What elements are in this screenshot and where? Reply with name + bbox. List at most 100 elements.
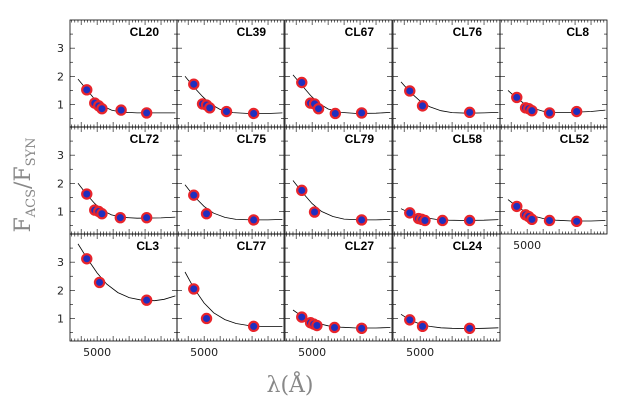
data-point: [296, 184, 308, 197]
data-point: [140, 211, 153, 224]
y-tick-label: 3: [57, 42, 64, 55]
y-tick-label: 3: [57, 256, 64, 269]
panel-cl3: 1 2 3 CL3: [57, 233, 178, 342]
fit-curve: [77, 243, 176, 302]
fit-curve: [184, 184, 283, 221]
data-point: [404, 207, 416, 219]
y-tick-label: 1: [57, 205, 64, 218]
panel-name: CL39: [237, 25, 267, 39]
data-point: [543, 107, 556, 119]
x-tick-label: 5000: [406, 346, 434, 359]
panel-name: CL75: [237, 132, 267, 146]
data-point: [416, 100, 429, 112]
panel-frame: [69, 233, 178, 342]
fit-curve: [184, 76, 283, 114]
y-tick-label: 1: [57, 98, 64, 111]
panel-cl77: CL77: [176, 233, 285, 342]
data-point: [328, 321, 341, 334]
data-point: [543, 214, 556, 227]
fit-curve: [292, 74, 391, 114]
data-point: [511, 91, 523, 104]
x-tick-label: 5000: [513, 239, 541, 252]
panel-frame: [176, 126, 285, 235]
panel-name: CL79: [345, 132, 375, 146]
data-point: [93, 276, 106, 289]
data-point: [436, 214, 449, 227]
data-point: [526, 213, 538, 226]
data-point: [140, 107, 153, 119]
y-tick-label: 3: [57, 149, 64, 162]
y-tick-label: 1: [57, 312, 64, 325]
data-point: [81, 188, 93, 200]
y-tick-label: 2: [57, 177, 64, 190]
data-point: [114, 211, 127, 224]
panel-cl52: CL52: [499, 126, 608, 235]
data-point: [416, 320, 429, 333]
panel-cl24: CL24: [392, 233, 501, 342]
panel-frame: [499, 126, 608, 235]
panel-name: CL52: [560, 132, 590, 146]
data-point: [200, 312, 213, 325]
fit-curve: [292, 180, 391, 221]
fit-curve: [184, 271, 283, 328]
fit-curve: [400, 313, 499, 330]
data-point: [188, 78, 200, 90]
data-point: [404, 314, 416, 326]
data-point: [247, 107, 260, 120]
data-point: [81, 253, 93, 265]
panel-frame: [176, 233, 285, 342]
data-point: [355, 214, 368, 226]
data-point: [247, 214, 260, 226]
panel-frame: [392, 233, 501, 342]
data-point: [312, 102, 325, 115]
data-point: [296, 76, 308, 89]
data-point: [204, 102, 216, 114]
data-point: [247, 320, 260, 333]
y-axis-title: FACS/FSYN: [11, 137, 39, 232]
data-point: [463, 106, 476, 119]
x-axis-title: λ(Å): [267, 370, 314, 398]
panel-name: CL76: [453, 25, 483, 39]
panel-cl72: 1 2 3 CL72: [57, 126, 178, 235]
data-point: [311, 319, 323, 332]
panel-name: CL24: [453, 239, 483, 253]
panel-name: CL8: [566, 25, 589, 39]
panel-frame: [284, 233, 393, 342]
data-point: [329, 107, 342, 120]
data-point: [96, 208, 108, 220]
data-point: [188, 189, 200, 201]
panel-name: CL20: [130, 25, 160, 39]
data-point: [115, 104, 127, 116]
data-point: [308, 206, 321, 218]
data-point: [355, 107, 368, 119]
data-point: [570, 105, 583, 118]
fit-curve: [400, 81, 499, 114]
panel-name: CL58: [453, 132, 483, 146]
data-point: [140, 294, 153, 306]
data-point: [419, 214, 431, 227]
panel-cl67: CL67: [284, 19, 393, 128]
data-point: [526, 104, 538, 117]
panel-cl75: CL75: [176, 126, 285, 235]
data-point: [96, 102, 108, 115]
data-point: [220, 105, 233, 118]
panel-frame: [392, 19, 501, 128]
panel-name: CL77: [237, 239, 267, 253]
data-point: [463, 322, 476, 335]
x-tick-label: 5000: [83, 346, 111, 359]
data-point: [463, 214, 476, 227]
panel-cl20: 1 2 3 CL20: [57, 19, 178, 128]
data-point: [511, 200, 523, 213]
panel-cl39: CL39: [176, 19, 285, 128]
data-point: [355, 322, 368, 335]
data-point: [296, 311, 308, 323]
panel-cl76: CL76: [392, 19, 501, 128]
y-tick-label: 2: [57, 70, 64, 83]
data-point: [570, 215, 583, 228]
x-tick-label: 5000: [298, 346, 326, 359]
y-tick-label: 2: [57, 284, 64, 297]
panel-cl58: CL58: [392, 126, 501, 235]
panel-cl79: CL79: [284, 126, 393, 235]
panel-cl27: CL27: [284, 233, 393, 342]
